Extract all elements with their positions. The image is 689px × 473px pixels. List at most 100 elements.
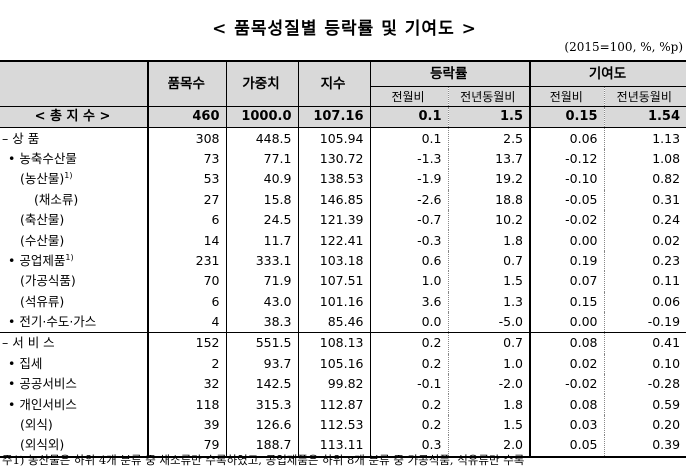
cell-index: 101.16 xyxy=(297,291,370,312)
cell-ch-yoy: 1.3 xyxy=(447,291,531,312)
cell-ch-mom: 0.3 xyxy=(369,435,448,458)
cell-ch-mom: 0.2 xyxy=(369,353,448,375)
footnote-marker: 1) xyxy=(64,171,73,181)
cell-ct-yoy: 0.02 xyxy=(603,230,687,251)
cell-ch-mom: 0.1 xyxy=(369,127,448,149)
table-row: – 서 비 스 152 551.5 108.13 0.2 0.7 0.08 0.41 xyxy=(0,332,687,354)
cell-weight: 448.5 xyxy=(225,127,298,149)
cell-ct-mom: -0.02 xyxy=(529,209,605,231)
cell-ch-yoy: 1.5 xyxy=(447,105,531,129)
row-label: (석유류) xyxy=(20,293,65,309)
cell-ct-mom: 0.15 xyxy=(529,105,605,129)
header-contribution-yoy: 전년동월비 xyxy=(603,86,687,107)
header-change: 등락률 xyxy=(369,60,531,87)
row-label: • 농축수산물 xyxy=(8,150,77,166)
header-change-mom: 전월비 xyxy=(369,86,448,107)
row-label: (가공식품) xyxy=(20,273,76,289)
row-label: (축산물) xyxy=(20,212,65,228)
cell-ct-yoy: 0.31 xyxy=(603,189,687,210)
header-contribution-mom: 전월비 xyxy=(529,86,605,107)
table-row: (외식) 39 126.6 112.53 0.2 1.5 0.03 0.20 xyxy=(0,414,687,436)
cell-ch-yoy: 13.7 xyxy=(447,148,531,170)
cell-items: 231 xyxy=(147,250,226,272)
row-label: – 상 품 xyxy=(2,130,40,146)
cell-ct-yoy: 0.82 xyxy=(603,169,687,190)
row-label: • 전기·수도·가스 xyxy=(8,314,97,330)
cell-ct-mom: 0.03 xyxy=(529,414,605,436)
cell-index: 105.94 xyxy=(297,127,370,149)
cell-weight: 1000.0 xyxy=(225,105,298,129)
cell-index: 130.72 xyxy=(297,148,370,170)
cell-items: 39 xyxy=(147,414,226,436)
cell-index: 107.16 xyxy=(297,105,370,129)
cell-index: 113.11 xyxy=(297,435,370,458)
cell-ch-mom: 0.6 xyxy=(369,250,448,272)
row-label: (채소류) xyxy=(34,191,79,207)
cell-ch-yoy: 1.0 xyxy=(447,353,531,375)
footnote-marker: 1) xyxy=(65,252,74,262)
cell-ch-yoy: 0.7 xyxy=(447,332,531,354)
row-label: – 서 비 스 xyxy=(0,332,148,354)
table-row: • 집세 2 93.7 105.16 0.2 1.0 0.02 0.10 xyxy=(0,353,687,375)
cell-ct-mom: 0.08 xyxy=(529,332,605,354)
cell-items: 73 xyxy=(147,148,226,170)
table-row: (수산물) 14 11.7 122.41 -0.3 1.8 0.00 0.02 xyxy=(0,230,687,251)
table-row: < 총 지 수 >460 1000.0 107.16 0.1 1.5 0.15 1.54 xyxy=(0,105,687,129)
cell-ch-mom: -1.9 xyxy=(369,169,448,190)
cell-ct-yoy: 0.39 xyxy=(603,435,687,458)
cell-ch-mom: 3.6 xyxy=(369,291,448,312)
cell-ch-mom: 0.2 xyxy=(369,414,448,436)
cell-index: 121.39 xyxy=(297,209,370,231)
cell-ch-mom: 0.0 xyxy=(369,311,448,333)
cell-ct-yoy: 0.23 xyxy=(603,250,687,272)
cell-weight: 38.3 xyxy=(225,311,298,333)
cell-ch-mom: 0.2 xyxy=(369,332,448,354)
cell-ch-mom: 1.0 xyxy=(369,271,448,292)
header-items: 품목수 xyxy=(147,60,226,107)
cell-weight: 11.7 xyxy=(225,230,298,251)
cell-index: 85.46 xyxy=(297,311,370,333)
table-row: • 전기·수도·가스 4 38.3 85.46 0.0 -5.0 0.00 -0.19 xyxy=(0,311,687,333)
cell-items: 6 xyxy=(147,209,226,231)
table-row: • 개인서비스 118 315.3 112.87 0.2 1.8 0.08 0.59 xyxy=(0,394,687,415)
table-row: • 공공서비스 32 142.5 99.82 -0.1 -2.0 -0.02 -0.28 xyxy=(0,374,687,395)
row-label: • 공업제품1) xyxy=(8,252,74,268)
table-row: • 공업제품1) 231 333.1 103.18 0.6 0.7 0.19 0.23 xyxy=(0,250,687,272)
cell-index: 112.87 xyxy=(297,394,370,415)
cell-items: 460 xyxy=(147,105,226,129)
cell-index: 99.82 xyxy=(297,374,370,395)
cell-ch-mom: 0.2 xyxy=(369,394,448,415)
cell-weight: 551.5 xyxy=(225,332,298,354)
cell-index: 108.13 xyxy=(297,332,370,354)
cell-ct-yoy: 1.13 xyxy=(603,127,687,149)
cell-ct-yoy: 0.41 xyxy=(603,332,687,354)
cell-ct-mom: 0.08 xyxy=(529,394,605,415)
table-row: – 상 품 308 448.5 105.94 0.1 2.5 0.06 1.13 xyxy=(0,127,687,149)
cell-ch-mom: -0.7 xyxy=(369,209,448,231)
cell-ct-yoy: 0.24 xyxy=(603,209,687,231)
row-label: (농산물)1) xyxy=(20,171,73,187)
cell-ct-yoy: 1.08 xyxy=(603,148,687,170)
cell-ch-yoy: 2.0 xyxy=(447,435,531,458)
cell-ct-yoy: 0.06 xyxy=(603,291,687,312)
cell-weight: 43.0 xyxy=(225,291,298,312)
cell-ct-yoy: -0.28 xyxy=(603,374,687,395)
table-row: (농산물)1) 53 40.9 138.53 -1.9 19.2 -0.10 0.82 xyxy=(0,169,687,190)
cell-ch-mom: -0.3 xyxy=(369,230,448,251)
cell-ch-yoy: 2.5 xyxy=(447,127,531,149)
row-label: • 집세 xyxy=(8,355,43,371)
table-row: (채소류) 27 15.8 146.85 -2.6 18.8 -0.05 0.31 xyxy=(0,189,687,210)
cell-ch-mom: 0.1 xyxy=(369,105,448,129)
cell-ct-mom: -0.05 xyxy=(529,189,605,210)
cell-ct-yoy: -0.19 xyxy=(603,311,687,333)
cell-ch-yoy: -5.0 xyxy=(447,311,531,333)
cell-index: 112.53 xyxy=(297,414,370,436)
table-body: < 총 지 수 >460 1000.0 107.16 0.1 1.5 0.15 1.54– … xyxy=(0,105,687,458)
table-row: (외식외) 79 188.7 113.11 0.3 2.0 0.05 0.39 xyxy=(0,435,687,458)
cell-ch-yoy: 1.5 xyxy=(447,271,531,292)
row-label: (수산물) xyxy=(20,232,65,248)
cell-ct-yoy: 0.20 xyxy=(603,414,687,436)
table-row: (석유류) 6 43.0 101.16 3.6 1.3 0.15 0.06 xyxy=(0,291,687,312)
row-label: < 총 지 수 > xyxy=(0,105,148,129)
table-row: • 농축수산물 73 77.1 130.72 -1.3 13.7 -0.12 1.08 xyxy=(0,148,687,170)
